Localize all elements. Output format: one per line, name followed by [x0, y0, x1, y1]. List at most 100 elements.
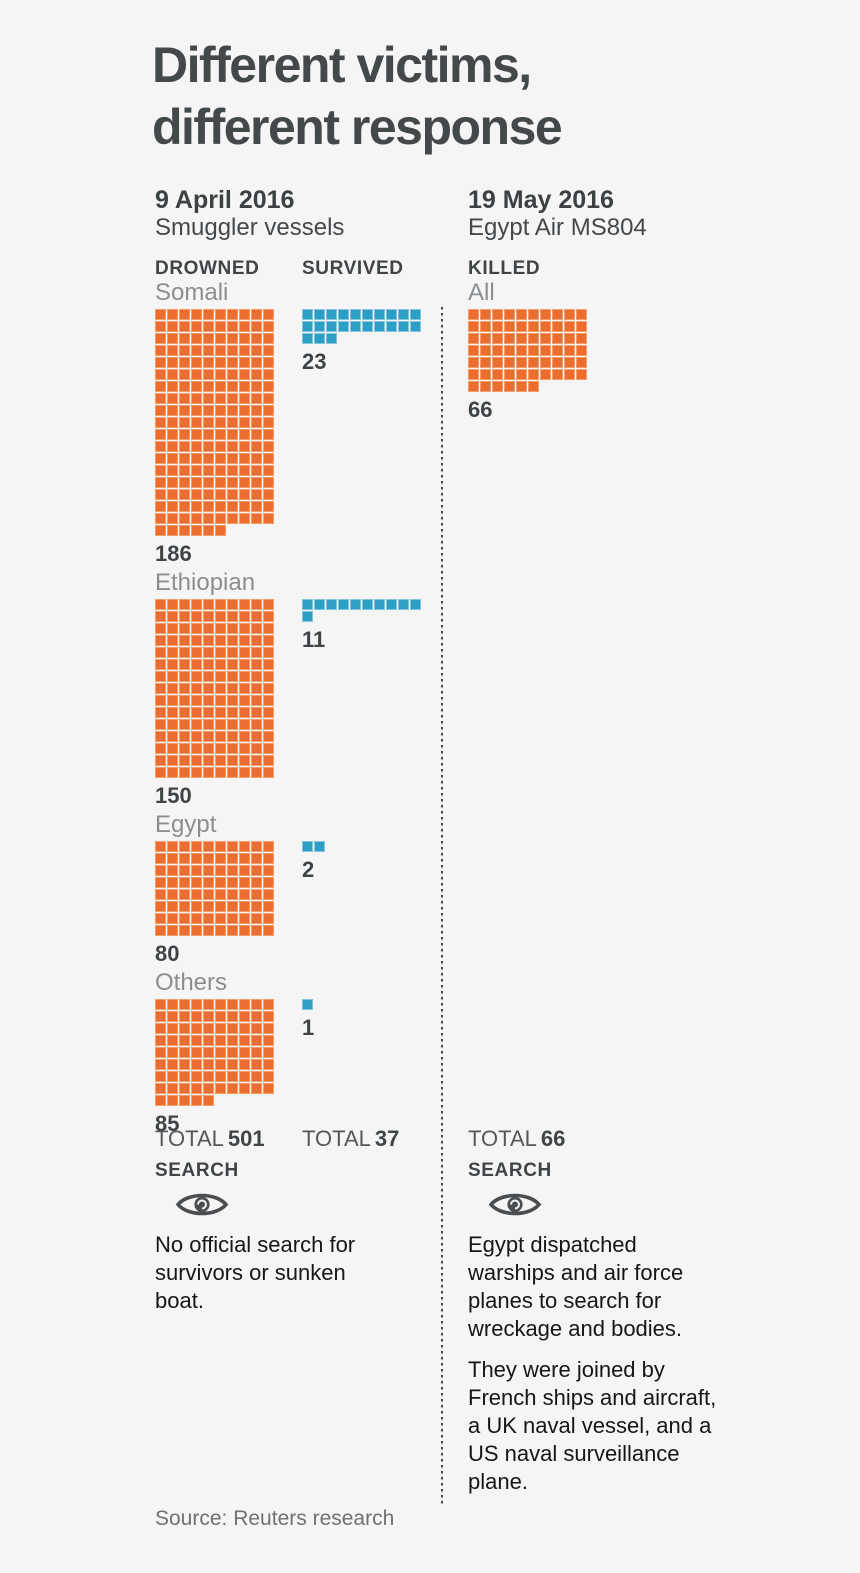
unit-square-drowned [203, 731, 214, 742]
unit-square-drowned [239, 381, 250, 392]
unit-square-survived [362, 309, 373, 320]
unit-square-drowned [227, 1047, 238, 1058]
unit-square-drowned [239, 1011, 250, 1022]
unit-square-drowned [263, 901, 274, 912]
waffle-all-killed [468, 309, 587, 392]
unit-square-drowned [191, 1059, 202, 1070]
search-heading: SEARCH [468, 1160, 552, 1181]
unit-square-drowned [191, 333, 202, 344]
unit-square-killed [480, 357, 491, 368]
eye-icon [175, 1193, 229, 1216]
unit-square-drowned [155, 345, 166, 356]
unit-square-drowned [215, 333, 226, 344]
unit-square-killed [564, 333, 575, 344]
unit-square-drowned [239, 707, 250, 718]
unit-square-drowned [179, 853, 190, 864]
unit-square-drowned [263, 417, 274, 428]
count-all-killed: 66 [468, 397, 493, 422]
unit-square-drowned [263, 707, 274, 718]
unit-square-drowned [239, 599, 250, 610]
unit-square-killed [468, 369, 479, 380]
unit-square-drowned [239, 501, 250, 512]
unit-square-drowned [203, 477, 214, 488]
unit-square-drowned [167, 841, 178, 852]
source-attribution: Source: Reuters research [155, 1507, 395, 1530]
waffle-somali-survived [302, 309, 421, 344]
unit-square-drowned [179, 525, 190, 536]
unit-square-survived [314, 599, 325, 610]
unit-square-killed [516, 357, 527, 368]
unit-square-drowned [239, 417, 250, 428]
unit-square-drowned [251, 647, 262, 658]
unit-square-drowned [191, 1023, 202, 1034]
unit-square-survived [362, 321, 373, 332]
unit-square-drowned [167, 1023, 178, 1034]
unit-square-survived [326, 599, 337, 610]
unit-square-drowned [263, 1071, 274, 1082]
left-column-smuggler-vessels: 9 April 2016 Smuggler vessels DROWNED SU… [155, 186, 445, 1140]
unit-square-killed [504, 345, 515, 356]
unit-square-drowned [167, 453, 178, 464]
unit-square-drowned [203, 695, 214, 706]
unit-square-survived [374, 321, 385, 332]
unit-square-drowned [203, 925, 214, 936]
group-label: All [468, 279, 495, 306]
unit-square-drowned [215, 321, 226, 332]
unit-square-drowned [239, 321, 250, 332]
unit-square-drowned [191, 611, 202, 622]
unit-square-drowned [263, 999, 274, 1010]
unit-square-drowned [203, 357, 214, 368]
unit-square-drowned [263, 599, 274, 610]
unit-square-drowned [155, 743, 166, 754]
unit-square-drowned [215, 357, 226, 368]
unit-square-drowned [203, 1095, 214, 1106]
unit-square-drowned [203, 599, 214, 610]
unit-square-drowned [155, 1035, 166, 1046]
unit-square-drowned [167, 865, 178, 876]
unit-square-drowned [251, 489, 262, 500]
unit-square-drowned [203, 1059, 214, 1070]
unit-square-drowned [203, 453, 214, 464]
unit-square-drowned [263, 635, 274, 646]
unit-square-drowned [179, 999, 190, 1010]
unit-square-drowned [179, 683, 190, 694]
unit-square-drowned [215, 743, 226, 754]
unit-square-drowned [239, 1047, 250, 1058]
unit-square-drowned [227, 321, 238, 332]
unit-square-drowned [227, 853, 238, 864]
unit-square-drowned [239, 841, 250, 852]
unit-square-drowned [263, 611, 274, 622]
unit-square-drowned [239, 901, 250, 912]
unit-square-survived [338, 321, 349, 332]
right-event-date: 19 May 2016 [468, 186, 614, 214]
unit-square-drowned [251, 731, 262, 742]
unit-square-drowned [215, 671, 226, 682]
unit-square-killed [564, 321, 575, 332]
unit-square-drowned [167, 853, 178, 864]
unit-square-drowned [227, 369, 238, 380]
survived-header: SURVIVED [302, 258, 404, 279]
unit-square-drowned [167, 683, 178, 694]
unit-square-drowned [215, 1071, 226, 1082]
unit-square-drowned [155, 393, 166, 404]
unit-square-drowned [215, 635, 226, 646]
unit-square-drowned [155, 465, 166, 476]
unit-square-drowned [203, 913, 214, 924]
unit-square-drowned [155, 501, 166, 512]
unit-square-survived [410, 321, 421, 332]
unit-square-drowned [251, 755, 262, 766]
unit-square-survived [398, 309, 409, 320]
unit-square-drowned [227, 417, 238, 428]
unit-square-drowned [155, 1059, 166, 1070]
unit-square-survived [326, 309, 337, 320]
unit-square-drowned [239, 513, 250, 524]
unit-square-killed [480, 381, 491, 392]
group-others: Others 85 1 [155, 970, 445, 1136]
unit-square-drowned [251, 405, 262, 416]
unit-square-drowned [167, 599, 178, 610]
unit-square-drowned [191, 525, 202, 536]
unit-square-drowned [251, 659, 262, 670]
unit-square-killed [468, 357, 479, 368]
unit-square-drowned [203, 623, 214, 634]
unit-square-drowned [179, 925, 190, 936]
